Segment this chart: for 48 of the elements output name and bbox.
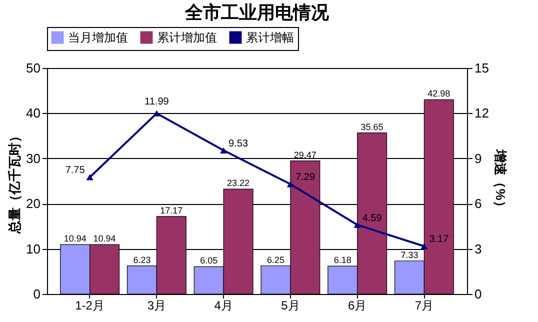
y-tick-label: 20 bbox=[26, 196, 40, 212]
x-tick-label: 5月 bbox=[281, 298, 300, 312]
data-label: 29.47 bbox=[294, 150, 316, 160]
y-axis-title: 总量（亿千瓦时） bbox=[7, 130, 22, 234]
data-label: 23.22 bbox=[227, 178, 250, 188]
x-tick-label: 6月 bbox=[348, 298, 367, 312]
data-label: 6.18 bbox=[334, 255, 352, 266]
y-tick-label: 10 bbox=[26, 241, 40, 256]
x-tick-label: 3月 bbox=[147, 298, 166, 312]
y2-tick-label: 0 bbox=[474, 286, 482, 302]
data-label: 6.23 bbox=[133, 254, 151, 265]
point bbox=[286, 181, 294, 188]
data-label: 35.65 bbox=[360, 122, 384, 132]
point bbox=[354, 222, 361, 228]
x-tick-label: 4月 bbox=[214, 298, 233, 312]
y2-axis-title: 增速（%） bbox=[492, 148, 508, 214]
y2-tick-label: 9 bbox=[474, 150, 482, 166]
y-tick-label: 0 bbox=[33, 286, 40, 302]
data-label: 6.05 bbox=[200, 256, 218, 266]
data-label: 3.17 bbox=[429, 234, 450, 246]
point bbox=[153, 110, 160, 116]
legend-label: 累计增加值 bbox=[157, 30, 217, 45]
y2-tick-label: 12 bbox=[474, 106, 489, 121]
data-label: 4.59 bbox=[362, 212, 382, 224]
data-label: 6.25 bbox=[266, 254, 284, 265]
y-tick-label: 30 bbox=[26, 150, 40, 166]
point bbox=[420, 243, 428, 250]
data-label: 7.75 bbox=[65, 165, 86, 176]
data-label: 9.53 bbox=[228, 138, 248, 150]
data-label: 10.94 bbox=[93, 234, 116, 244]
data-label: 10.94 bbox=[64, 234, 86, 244]
data-label: 7.29 bbox=[295, 172, 316, 184]
legend-label: 当月增加值 bbox=[68, 30, 128, 45]
y2-tick-label: 15 bbox=[474, 60, 489, 76]
y-tick-label: 50 bbox=[26, 60, 40, 76]
legend-label: 累计增幅 bbox=[246, 30, 294, 45]
data-label: 17.17 bbox=[160, 205, 183, 216]
y2-tick-label: 6 bbox=[474, 196, 482, 212]
data-label: 42.98 bbox=[428, 88, 450, 99]
x-tick-label: 7月 bbox=[414, 298, 434, 312]
point bbox=[86, 174, 94, 180]
data-label: 11.99 bbox=[144, 96, 170, 108]
data-label: 7.33 bbox=[400, 250, 418, 260]
y-tick-label: 40 bbox=[26, 106, 40, 121]
x-tick-label: 1-2月 bbox=[75, 298, 104, 312]
point bbox=[220, 147, 228, 154]
y2-tick-label: 3 bbox=[474, 241, 482, 256]
chart-title: 全市工业用电情况 bbox=[184, 2, 330, 22]
